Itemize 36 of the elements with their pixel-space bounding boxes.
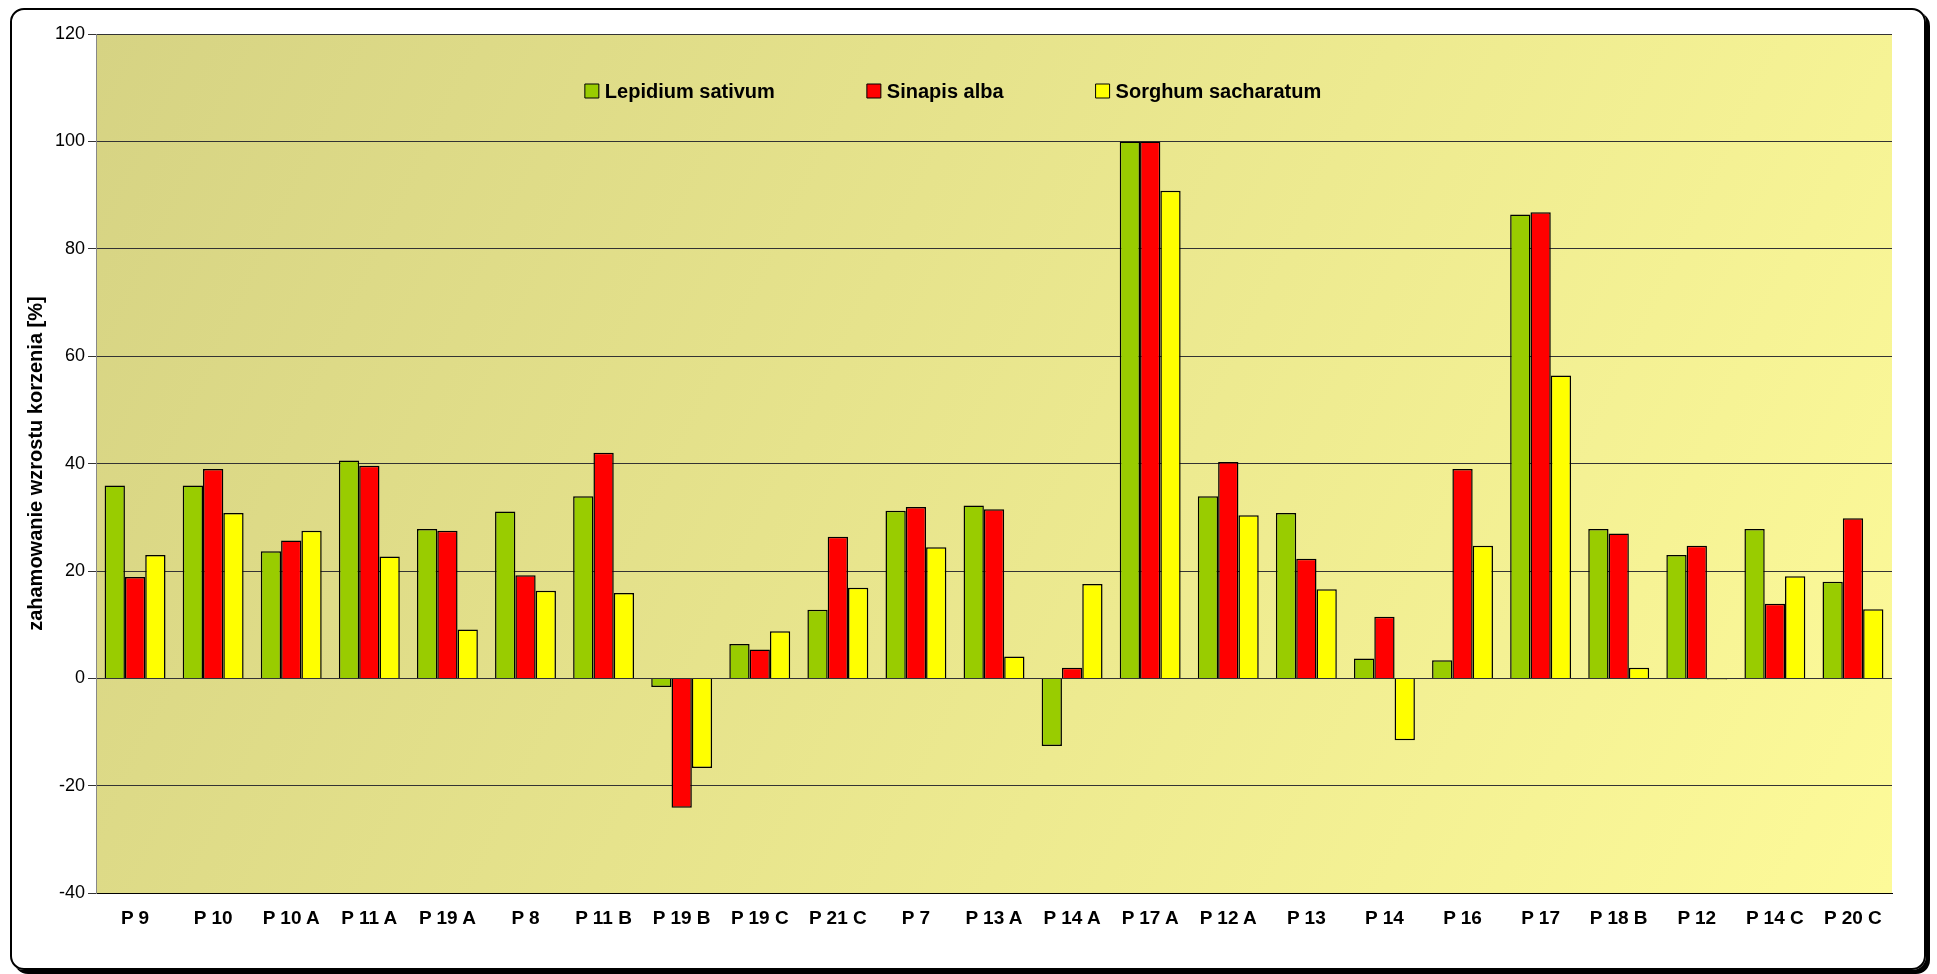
y-tick-label: 0	[75, 667, 86, 688]
legend-label: Sinapis alba	[886, 79, 1005, 102]
x-tick-label: P 13 A	[965, 906, 1023, 928]
y-tick-label: 120	[54, 22, 86, 43]
x-tick-label: P 14	[1365, 906, 1405, 928]
x-tick-label: P 19 C	[730, 906, 789, 928]
x-tick-label: P 10	[193, 906, 233, 928]
x-tick-label: P 7	[901, 906, 931, 928]
legend-label: Sorghum sacharatum	[1115, 79, 1322, 102]
x-tick-label: P 10 A	[262, 906, 321, 928]
x-tick-label: P 13	[1286, 906, 1326, 928]
x-tick-label: P 17 A	[1121, 906, 1179, 928]
x-tick-label: P 11 B	[575, 906, 632, 928]
y-axis-title: zahamowanie wzrostu korzenia [%]	[23, 296, 46, 631]
x-tick-label: P 12 A	[1199, 906, 1258, 928]
y-tick-label: 60	[65, 345, 86, 366]
y-tick-label: 80	[65, 237, 86, 258]
x-tick-label: P 14 A	[1043, 906, 1101, 928]
x-tick-label: P 8	[511, 906, 540, 928]
x-tick-label: P 14 C	[1746, 906, 1805, 928]
x-tick-label: P 18 B	[1589, 906, 1648, 928]
legend-label: Lepidium sativum	[604, 79, 775, 102]
x-tick-label: P 9	[120, 906, 150, 928]
y-tick-label: 20	[65, 559, 86, 580]
x-tick-label: P 19 A	[418, 906, 477, 928]
x-tick-label: P 21 C	[808, 906, 867, 928]
y-tick-label: 100	[54, 130, 86, 151]
x-tick-label: P 20 C	[1824, 906, 1883, 928]
x-tick-label: P 12	[1677, 906, 1717, 928]
x-tick-label: P 11 A	[341, 906, 398, 928]
y-tick-label: -40	[59, 882, 86, 903]
x-tick-label: P 19 B	[652, 906, 711, 928]
x-tick-label: P 16	[1443, 906, 1482, 928]
x-tick-label: P 17	[1521, 906, 1560, 928]
y-tick-label: 40	[65, 452, 86, 473]
y-tick-label: -20	[59, 774, 86, 795]
